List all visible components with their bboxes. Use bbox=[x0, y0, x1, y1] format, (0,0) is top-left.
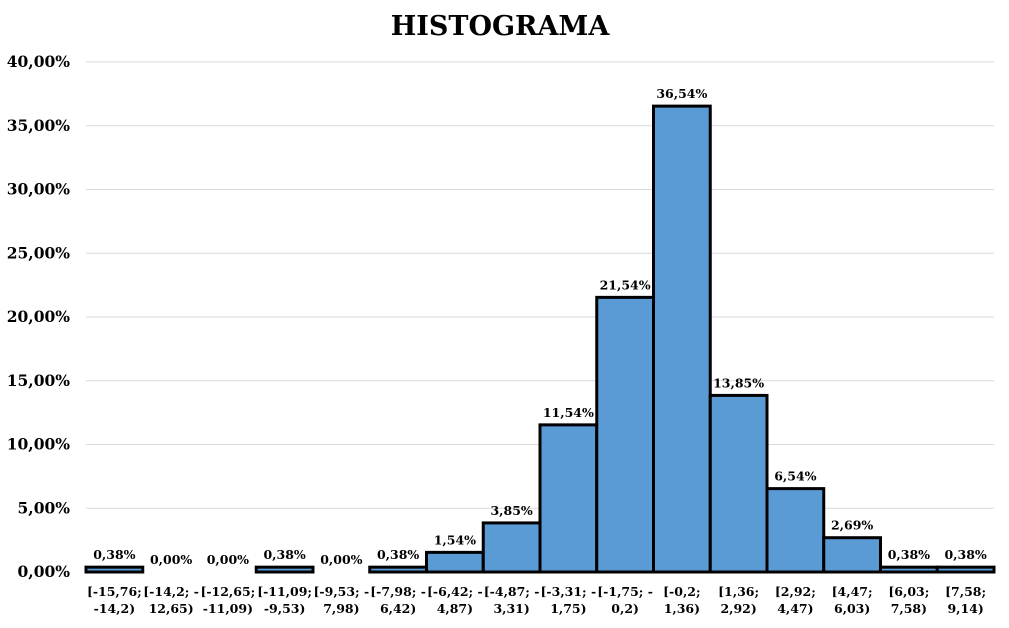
x-tick-label: [-3,31; -1,75) bbox=[541, 584, 597, 616]
histogram-bar bbox=[708, 393, 769, 574]
x-tick-label: [-4,87; -3,31) bbox=[484, 584, 540, 616]
x-tick-label: [6,03; 7,58) bbox=[888, 584, 929, 616]
y-tick-label: 20,00% bbox=[7, 307, 71, 326]
histogram-bar bbox=[84, 565, 145, 574]
y-tick-label: 30,00% bbox=[7, 180, 71, 199]
x-tick-label: [-9,53; -7,98) bbox=[314, 584, 370, 616]
data-labels: 0,38% 0,00% 0,00% 0,38% 0,00% 0,38% 1,54% 3,85%… bbox=[93, 86, 987, 567]
x-tick-label: [-11,09; -9,53) bbox=[257, 584, 312, 616]
x-tick-label: [-14,2; -12,65) bbox=[143, 584, 199, 616]
histogram-bar bbox=[652, 104, 712, 574]
histogram-bar bbox=[822, 536, 882, 574]
data-label: 6,54% bbox=[774, 469, 816, 484]
data-label: 3,85% bbox=[490, 503, 532, 518]
x-tick-label: [7,58; 9,14) bbox=[945, 584, 986, 616]
y-tick-label: 35,00% bbox=[7, 116, 71, 135]
data-label: 13,85% bbox=[713, 375, 764, 390]
y-axis-ticks: 0,00% 5,00% 10,00% 15,00% 20,00% 25,00% 30,00%… bbox=[7, 52, 71, 581]
x-tick-label: [-15,76; -14,2) bbox=[87, 584, 142, 616]
y-tick-label: 15,00% bbox=[7, 371, 71, 390]
histogram-bar bbox=[935, 565, 996, 574]
data-label: 0,00% bbox=[150, 552, 192, 567]
histogram-bar bbox=[595, 295, 655, 574]
histogram-bar bbox=[368, 565, 428, 574]
x-tick-label: [-7,98; -6,42) bbox=[370, 584, 426, 616]
data-label: 0,38% bbox=[944, 547, 986, 562]
x-tick-label: [-6,42; -4,87) bbox=[427, 584, 483, 616]
data-label: 0,00% bbox=[207, 552, 249, 567]
y-tick-label: 25,00% bbox=[7, 243, 71, 262]
x-tick-label: [1,36; 2,92) bbox=[718, 584, 759, 616]
data-label: 36,54% bbox=[656, 86, 707, 101]
histogram-bar bbox=[879, 565, 939, 574]
y-tick-label: 40,00% bbox=[7, 52, 71, 71]
data-label: 2,69% bbox=[831, 518, 873, 533]
x-axis-ticks: [-15,76; -14,2)[-14,2; -12,65)[-12,65; -11… bbox=[87, 584, 986, 616]
data-label: 21,54% bbox=[600, 277, 651, 292]
histogram-bar bbox=[481, 521, 542, 574]
data-label: 0,38% bbox=[888, 547, 930, 562]
y-tick-label: 10,00% bbox=[7, 435, 71, 454]
chart-title: HISTOGRAMA bbox=[391, 11, 611, 42]
x-tick-label: [-1,75; -0,2) bbox=[597, 584, 653, 616]
y-tick-label: 5,00% bbox=[18, 498, 71, 517]
x-tick-label: [2,92; 4,47) bbox=[775, 584, 816, 616]
y-tick-label: 0,00% bbox=[18, 562, 71, 581]
histogram-bar bbox=[765, 487, 826, 574]
data-label: 0,00% bbox=[320, 552, 362, 567]
histogram-bar bbox=[425, 550, 485, 574]
x-tick-label: [-0,2; 1,36) bbox=[663, 584, 700, 616]
x-tick-label: [-12,65; -11,09) bbox=[200, 584, 255, 616]
x-tick-label: [4,47; 6,03) bbox=[832, 584, 873, 616]
data-label: 11,54% bbox=[543, 405, 594, 420]
data-label: 1,54% bbox=[434, 532, 476, 547]
data-label: 0,38% bbox=[93, 547, 135, 562]
data-label: 0,38% bbox=[377, 547, 419, 562]
histogram-bar bbox=[538, 423, 599, 574]
bars bbox=[84, 104, 996, 574]
histogram-bar bbox=[254, 565, 315, 574]
data-label: 0,38% bbox=[263, 547, 305, 562]
